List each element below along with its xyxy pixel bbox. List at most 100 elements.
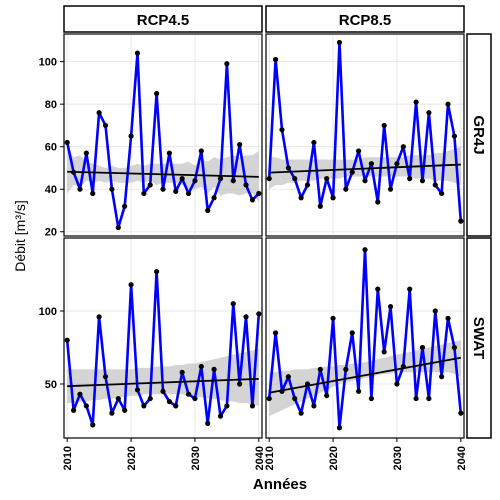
data-point — [211, 195, 216, 200]
data-point — [71, 408, 76, 413]
data-point — [458, 219, 463, 224]
data-point — [318, 204, 323, 209]
data-point — [350, 330, 355, 335]
data-point — [407, 176, 412, 181]
data-point — [394, 161, 399, 166]
data-point — [205, 421, 210, 426]
y-tick-label: 80 — [45, 99, 57, 111]
x-tick-label: 2040 — [456, 446, 468, 470]
data-point — [388, 304, 393, 309]
data-point — [330, 195, 335, 200]
data-point — [330, 316, 335, 321]
data-point — [148, 396, 153, 401]
y-tick-label: 60 — [45, 142, 57, 154]
data-point — [167, 399, 172, 404]
data-point — [180, 370, 185, 375]
x-tick-label: 2020 — [328, 446, 340, 470]
x-tick-label: 2030 — [190, 446, 202, 470]
data-point — [84, 150, 89, 155]
data-point — [224, 403, 229, 408]
data-point — [375, 199, 380, 204]
data-point — [375, 286, 380, 291]
data-point — [324, 393, 329, 398]
data-point — [211, 367, 216, 372]
data-point — [299, 195, 304, 200]
panel-RCP8.5-GR4J — [266, 34, 464, 236]
data-point — [154, 269, 159, 274]
data-point — [71, 170, 76, 175]
data-point — [199, 364, 204, 369]
data-point — [439, 374, 444, 379]
panel-background — [64, 34, 262, 236]
data-point — [250, 197, 255, 202]
data-point — [256, 311, 261, 316]
data-point — [97, 110, 102, 115]
data-point — [273, 57, 278, 62]
data-point — [180, 176, 185, 181]
data-point — [128, 133, 133, 138]
data-point — [305, 182, 310, 187]
data-point — [356, 148, 361, 153]
data-point — [420, 345, 425, 350]
data-point — [77, 392, 82, 397]
data-point — [356, 389, 361, 394]
data-point — [311, 403, 316, 408]
data-point — [218, 414, 223, 419]
facet-strip-label: RCP8.5 — [339, 12, 392, 29]
data-point — [279, 389, 284, 394]
facet-strip-label: SWAT — [470, 317, 487, 359]
data-point — [279, 127, 284, 132]
y-tick-label: 40 — [45, 184, 57, 196]
data-point — [160, 389, 165, 394]
data-point — [452, 345, 457, 350]
panel-background — [266, 34, 464, 236]
data-point — [394, 381, 399, 386]
x-tick-label: 2010 — [62, 446, 74, 470]
data-point — [199, 148, 204, 153]
data-point — [186, 191, 191, 196]
data-point — [250, 403, 255, 408]
data-point — [77, 187, 82, 192]
data-point — [305, 381, 310, 386]
data-point — [116, 396, 121, 401]
data-point — [205, 208, 210, 213]
facet-strip-label: GR4J — [470, 115, 487, 154]
data-point — [452, 133, 457, 138]
data-point — [433, 182, 438, 187]
panel-RCP4.5-SWAT: 50 100 2010 2020 2030 2040 — [39, 238, 266, 470]
data-point — [337, 425, 342, 430]
data-point — [141, 191, 146, 196]
data-point — [401, 144, 406, 149]
data-point — [445, 102, 450, 107]
data-point — [292, 176, 297, 181]
data-point — [426, 110, 431, 115]
data-point — [273, 330, 278, 335]
data-point — [311, 140, 316, 145]
data-point — [218, 176, 223, 181]
data-point — [237, 142, 242, 147]
data-point — [103, 374, 108, 379]
data-point — [382, 349, 387, 354]
data-point — [426, 396, 431, 401]
data-point — [192, 396, 197, 401]
data-point — [84, 403, 89, 408]
data-point — [445, 316, 450, 321]
data-point — [243, 182, 248, 187]
data-point — [109, 411, 114, 416]
x-tick-label: 2010 — [264, 446, 276, 470]
data-point — [286, 165, 291, 170]
data-point — [433, 308, 438, 313]
data-point — [439, 191, 444, 196]
data-point — [192, 178, 197, 183]
data-point — [267, 176, 272, 181]
data-point — [243, 314, 248, 319]
data-point — [286, 374, 291, 379]
data-point — [420, 178, 425, 183]
data-point — [350, 170, 355, 175]
y-tick-label: 50 — [45, 379, 57, 391]
data-point — [97, 314, 102, 319]
data-point — [292, 396, 297, 401]
data-point — [173, 189, 178, 194]
data-point — [128, 282, 133, 287]
